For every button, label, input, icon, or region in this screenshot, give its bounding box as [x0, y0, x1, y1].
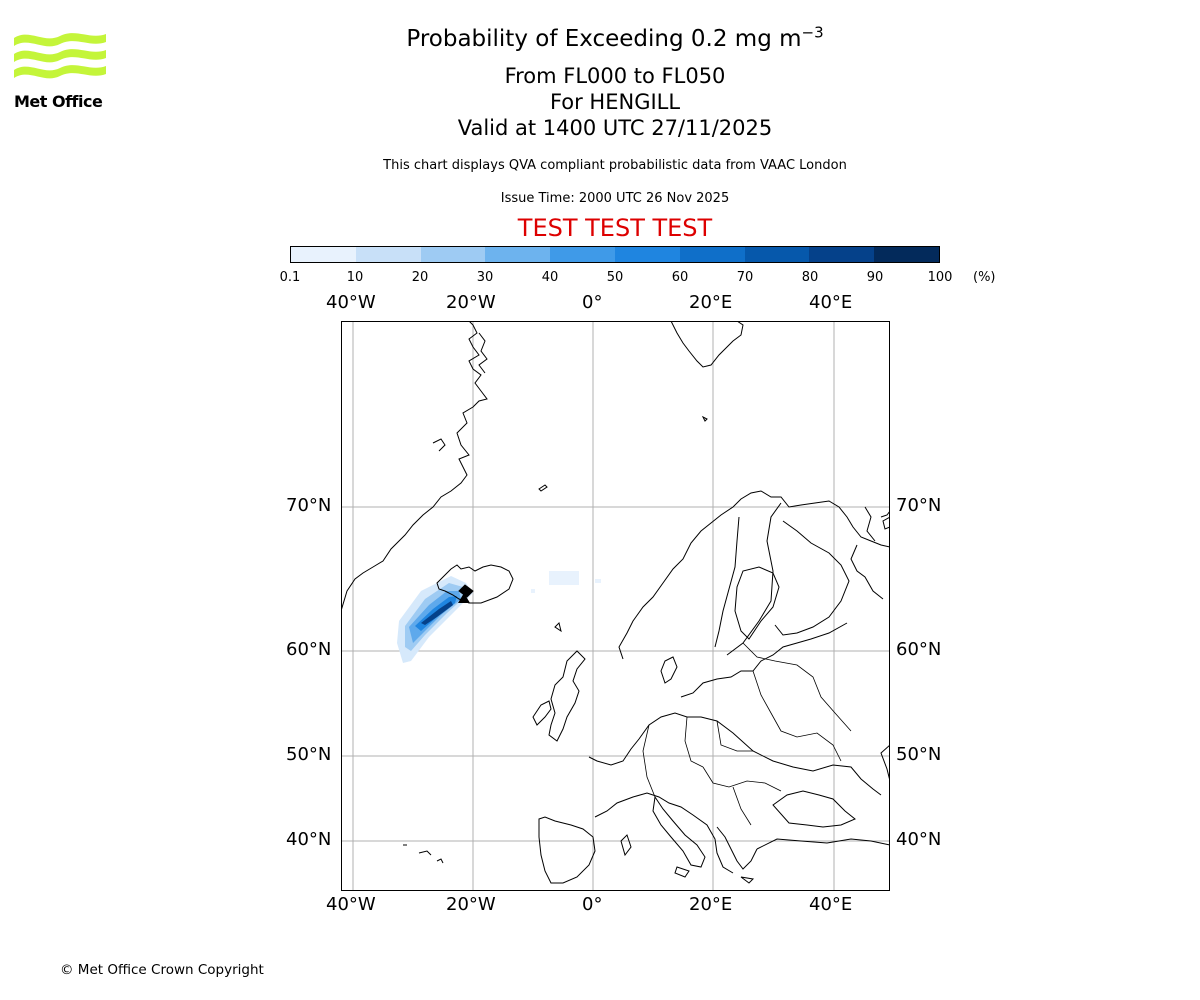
lon-label-bottom-20w: 20°W: [446, 894, 496, 915]
colorbar-segment: [355, 247, 421, 262]
colorbar-tick-label: 40: [541, 270, 559, 285]
lon-label-top-40w: 40°W: [326, 292, 376, 313]
issue-time: Issue Time: 2000 UTC 26 Nov 2025: [500, 191, 730, 206]
colorbar-tick-label: 80: [801, 270, 819, 285]
lat-label-left-60n: 60°N: [286, 639, 332, 660]
lat-label-right-40n: 40°N: [896, 829, 942, 850]
colorbar-segment: [420, 247, 486, 262]
colorbar-tick-label: 0.1: [279, 270, 301, 285]
gridlines: [341, 321, 890, 891]
lat-label-left-70n: 70°N: [286, 495, 332, 516]
lon-label-top-0: 0°: [582, 292, 603, 313]
lat-label-right-50n: 50°N: [896, 744, 942, 765]
lat-label-left-40n: 40°N: [286, 829, 332, 850]
lat-label-right-70n: 70°N: [896, 495, 942, 516]
colorbar-tick-label: 20: [411, 270, 429, 285]
lon-label-bottom-20e: 20°E: [689, 894, 733, 915]
colorbar-segment: [485, 247, 551, 262]
map-frame: [341, 321, 890, 891]
lon-label-bottom-0: 0°: [582, 894, 603, 915]
lon-label-top-20e: 20°E: [689, 292, 733, 313]
lon-label-top-40e: 40°E: [809, 292, 853, 313]
colorbar-segment: [550, 247, 615, 262]
logo-text: Met Office: [14, 92, 103, 111]
colorbar-segment: [744, 247, 810, 262]
lon-label-bottom-40e: 40°E: [809, 894, 853, 915]
data-note: This chart displays QVA compliant probab…: [383, 158, 847, 173]
title-superscript: −3: [801, 23, 824, 42]
colorbar-segment: [614, 247, 680, 262]
test-banner: TEST TEST TEST: [517, 214, 713, 242]
colorbar-tick-label: 90: [866, 270, 884, 285]
lon-label-bottom-40w: 40°W: [326, 894, 376, 915]
colorbar-segment: [291, 247, 356, 262]
level-range: From FL000 to FL050: [504, 64, 726, 88]
colorbar-unit: (%): [973, 270, 996, 285]
coastlines: [341, 321, 890, 884]
colorbar-tick-label: 30: [476, 270, 494, 285]
chart-title: Probability of Exceeding 0.2 mg m−3: [406, 23, 824, 52]
colorbar-tick-label: 100: [927, 270, 953, 285]
valid-time: Valid at 1400 UTC 27/11/2025: [457, 116, 773, 140]
volcano-name: For HENGILL: [549, 90, 681, 114]
colorbar-segment: [874, 247, 939, 262]
lat-label-right-60n: 60°N: [896, 639, 942, 660]
lon-label-top-20w: 20°W: [446, 292, 496, 313]
map-panel: [341, 321, 890, 891]
colorbar-segment: [809, 247, 875, 262]
colorbar: [290, 246, 940, 263]
colorbar-tick-label: 50: [606, 270, 624, 285]
volcano-marker-icon: [458, 593, 470, 603]
met-office-logo-icon: [14, 33, 106, 79]
colorbar-segment: [679, 247, 745, 262]
lat-label-left-50n: 50°N: [286, 744, 332, 765]
colorbar-tick-label: 70: [736, 270, 754, 285]
colorbar-tick-label: 10: [346, 270, 364, 285]
ash-plume: [397, 571, 601, 663]
copyright: © Met Office Crown Copyright: [60, 962, 264, 978]
colorbar-tick-label: 60: [671, 270, 689, 285]
